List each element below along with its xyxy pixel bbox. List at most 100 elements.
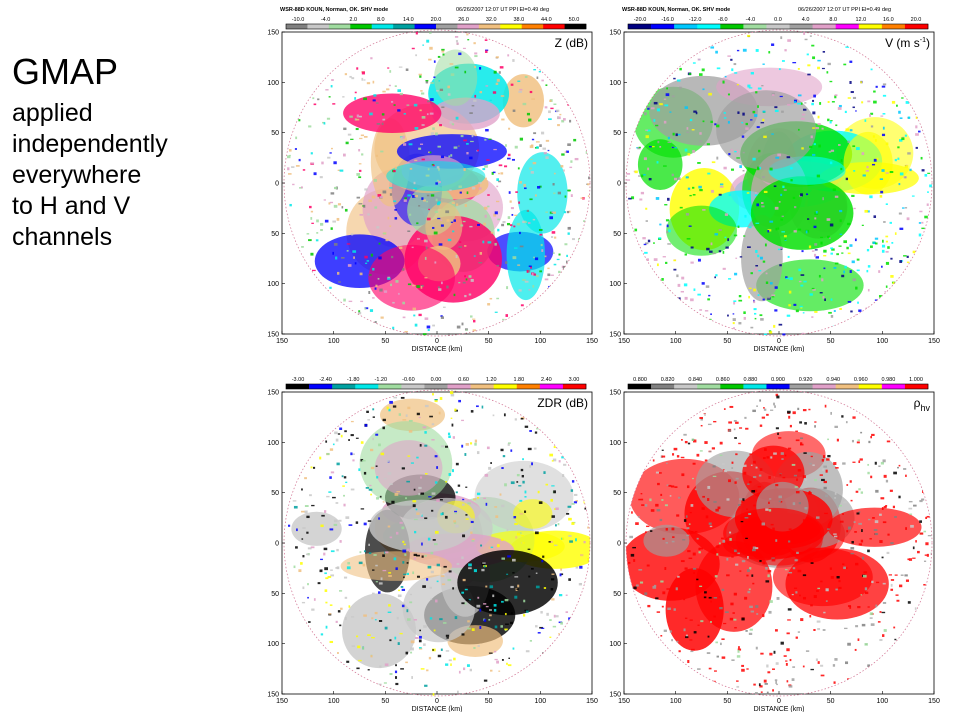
y-tick-label: 150 <box>609 30 621 37</box>
colorbar-frame <box>627 23 929 30</box>
colorbar-swatch <box>539 384 564 389</box>
x-tick-label: 100 <box>876 698 888 705</box>
x-tick-label: 150 <box>586 338 598 345</box>
x-tick-label: 50 <box>485 698 493 705</box>
colorbar-swatch <box>628 384 652 389</box>
slide-text: GMAP applied independently everywhere to… <box>12 52 252 253</box>
slide-line-3: everywhere <box>12 161 142 189</box>
colorbar-swatch <box>309 384 333 389</box>
colorbar-tick-label: -1.20 <box>375 377 388 383</box>
colorbar-swatch <box>720 24 744 29</box>
y-tick-label: 100 <box>267 641 279 648</box>
x-axis-label: DISTANCE (km) <box>754 346 805 352</box>
colorbar-swatch <box>858 24 883 29</box>
colorbar-swatch <box>743 384 767 389</box>
radar-plot-rhohv: 0.800 0.820 0.840 0.860 0.880 0.900 0.920 0.940… <box>609 377 940 712</box>
colorbar-swatch <box>720 384 744 389</box>
radar-echo-field <box>626 393 932 695</box>
colorbar-swatch <box>766 384 790 389</box>
x-tick-label: 50 <box>381 698 389 705</box>
colorbar-swatch <box>697 384 721 389</box>
colorbar-swatch <box>812 384 836 389</box>
colorbar-swatch <box>543 24 565 29</box>
field-label-sub: hv <box>920 403 930 413</box>
y-tick-label: 150 <box>609 390 621 397</box>
x-tick-label: 150 <box>618 698 630 705</box>
colorbar-tick-label: 2.0 <box>349 17 357 23</box>
colorbar-tick-label: 0.0 <box>774 17 782 23</box>
field-label-text: Z (dB) <box>555 36 588 50</box>
colorbar-tick-label: -1.80 <box>347 377 360 383</box>
y-tick-label: 0 <box>275 181 279 188</box>
colorbar-tick-label: 0.880 <box>744 377 758 383</box>
colorbar-tick-label: 14.0 <box>403 17 414 23</box>
y-tick-label: 100 <box>609 80 621 87</box>
colorbar-swatch <box>500 24 523 29</box>
x-tick-label: 50 <box>723 338 731 345</box>
x-tick-label: 100 <box>876 338 888 345</box>
x-tick-label: 0 <box>777 338 781 345</box>
slide-line-5: channels <box>12 223 113 251</box>
colorbar-frame <box>627 383 929 390</box>
colorbar-tick-label: 12.0 <box>855 17 866 23</box>
radar-echo-field <box>287 31 590 336</box>
y-tick-label: 150 <box>267 692 279 699</box>
radar-plot-zdr: -3.00 -2.40 -1.80 -1.20 -0.60 0.00 0.60 1.20 1.8… <box>267 377 598 712</box>
colorbar-tick-label: 8.0 <box>829 17 837 23</box>
colorbar-tick-label: 0.840 <box>688 377 702 383</box>
x-tick-label: 0 <box>435 338 439 345</box>
colorbar-tick-label: 0.940 <box>826 377 840 383</box>
colorbar-tick-label: 26.0 <box>458 17 469 23</box>
y-tick-label: 150 <box>609 692 621 699</box>
colorbar-swatch <box>766 24 790 29</box>
x-tick-label: 150 <box>928 698 940 705</box>
field-label: ρhv <box>914 396 931 413</box>
y-tick-label: 100 <box>267 80 279 87</box>
x-tick-label: 100 <box>670 698 682 705</box>
slide-line-4: to H and V <box>12 192 131 220</box>
colorbar-tick-label: -2.40 <box>319 377 332 383</box>
colorbar-frame <box>285 23 587 30</box>
colorbar-swatch <box>562 384 587 389</box>
x-tick-label: 100 <box>534 698 546 705</box>
header-left: WSR-88D KOUN, Norman, OK. SHV mode <box>280 7 388 13</box>
colorbar-swatch <box>674 24 698 29</box>
y-tick-label: 50 <box>271 490 279 497</box>
colorbar-swatch <box>393 24 415 29</box>
colorbar-swatch <box>651 384 675 389</box>
colorbar-tick-label: 50.0 <box>569 17 580 23</box>
colorbar-tick-label: 16.0 <box>883 17 894 23</box>
x-tick-label: 100 <box>328 338 340 345</box>
x-tick-label: 50 <box>485 338 493 345</box>
colorbar-tick-label: 8.0 <box>377 17 385 23</box>
radar-plot-z: WSR-88D KOUN, Norman, OK. SHV mode 06/26/… <box>267 7 598 352</box>
y-tick-label: 100 <box>609 440 621 447</box>
colorbar-tick-label: 4.0 <box>802 17 810 23</box>
y-tick-label: 100 <box>609 281 621 288</box>
colorbar-tick-label: 38.0 <box>513 17 524 23</box>
colorbar-swatch <box>470 384 494 389</box>
slide-line-2: independently <box>12 130 168 158</box>
x-axis-label: DISTANCE (km) <box>412 706 463 712</box>
colorbar-swatch <box>286 24 308 29</box>
colorbar-tick-label: -4.0 <box>746 17 755 23</box>
field-label-text: ZDR (dB) <box>537 396 588 410</box>
x-tick-label: 50 <box>827 698 835 705</box>
colorbar-swatch <box>328 24 351 29</box>
colorbar-swatch <box>371 24 394 29</box>
x-tick-label: 100 <box>328 698 340 705</box>
field-label: ZDR (dB) <box>537 396 588 410</box>
colorbar-tick-label: 0.860 <box>716 377 730 383</box>
colorbar-tick-label: 0.00 <box>431 377 442 383</box>
field-label-end: ) <box>926 36 930 50</box>
y-tick-label: 50 <box>271 231 279 238</box>
slide-title: GMAP <box>12 51 119 92</box>
colorbar-swatch <box>332 384 356 389</box>
colorbar-tick-label: 1.000 <box>909 377 923 383</box>
colorbar-swatch <box>904 384 929 389</box>
y-tick-label: 50 <box>613 490 621 497</box>
header-right: 06/26/2007 12:07 UT PPI El=0.49 deg <box>456 7 549 13</box>
colorbar-swatch <box>674 384 698 389</box>
field-label: Z (dB) <box>555 36 588 50</box>
colorbar-swatch <box>478 24 501 29</box>
